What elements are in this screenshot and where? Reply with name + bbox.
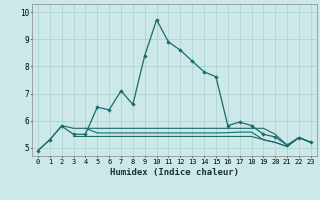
X-axis label: Humidex (Indice chaleur): Humidex (Indice chaleur) bbox=[110, 168, 239, 177]
